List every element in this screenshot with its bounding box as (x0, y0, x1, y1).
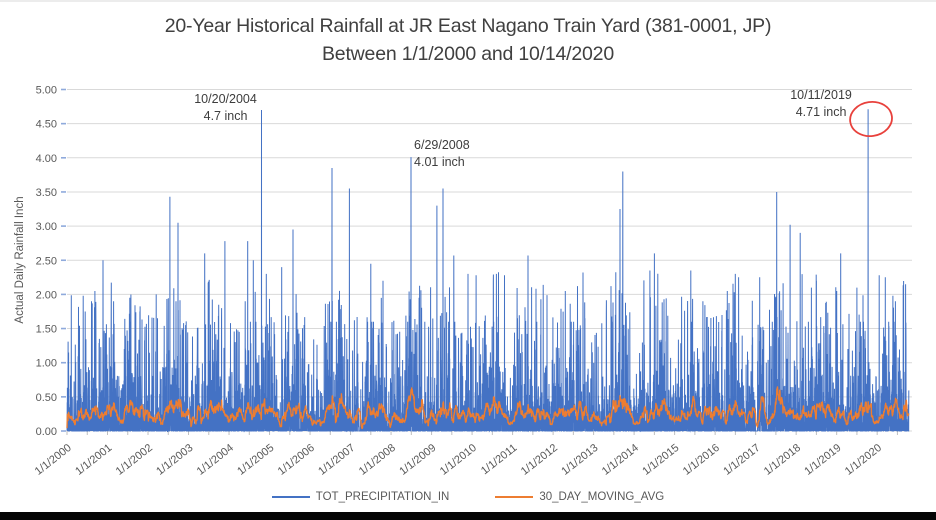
annotation-value: 4.7 inch (204, 109, 248, 123)
y-tick-label: 1.50 (36, 324, 57, 336)
x-tick-label[interactable]: 1/1/2018 (762, 442, 803, 478)
legend-line-sample-blue (271, 496, 310, 498)
x-tick-label[interactable]: 1/1/2009 (397, 442, 438, 478)
y-tick-label: 1.00 (36, 358, 57, 370)
y-tick-label: 0.50 (36, 392, 57, 404)
x-tick-label[interactable]: 1/1/2002 (114, 442, 155, 478)
y-tick-label: 2.00 (36, 289, 57, 301)
legend-item-moving-avg[interactable]: 30_DAY_MOVING_AVG (495, 491, 664, 503)
y-tick-label: 5.00 (36, 85, 57, 97)
x-tick-label[interactable]: 1/1/2016 (681, 442, 722, 478)
y-tick-label: 2.50 (36, 255, 57, 267)
x-tick-label[interactable]: 1/1/2007 (316, 442, 357, 478)
legend-label-moving-avg: 30_DAY_MOVING_AVG (539, 491, 665, 503)
x-tick-label[interactable]: 1/1/2003 (154, 442, 195, 478)
x-tick-label[interactable]: 1/1/2006 (276, 442, 317, 478)
x-tick-label[interactable]: 1/1/2019 (802, 442, 843, 478)
y-tick-label: 3.50 (36, 187, 57, 199)
series-30day-moving-avg[interactable] (66, 386, 910, 430)
x-tick-label[interactable]: 1/1/2001 (73, 442, 114, 478)
legend-item-tot-precipitation[interactable]: TOT_PRECIPITATION_IN (271, 491, 450, 503)
x-tick-label[interactable]: 1/1/2000 (33, 442, 74, 478)
chart-subtitle: Between 1/1/2000 and 10/14/2020 (322, 43, 614, 65)
y-tick-label: 4.00 (36, 153, 57, 165)
x-tick-label[interactable]: 1/1/2010 (438, 442, 479, 478)
x-tick-label[interactable]: 1/1/2017 (721, 442, 762, 478)
x-tick-label[interactable]: 1/1/2020 (843, 442, 884, 478)
legend-label-tot-precipitation: TOT_PRECIPITATION_IN (315, 491, 450, 503)
chart-title: 20-Year Historical Rainfall at JR East N… (164, 15, 772, 37)
y-tick-label: 3.00 (36, 221, 57, 233)
annotation-date: 10/11/2019 (790, 88, 852, 102)
y-tick-label: 0.00 (36, 426, 57, 438)
annotation-value: 4.71 inch (796, 105, 847, 119)
highlight-ellipse (849, 101, 893, 137)
x-tick-label[interactable]: 1/1/2008 (357, 442, 398, 478)
y-axis-labels: 5.00 4.50 4.00 3.50 3.00 2.50 2.00 1.50 1.00 0.50… (36, 85, 57, 439)
data-series[interactable] (66, 109, 910, 433)
x-tick-label[interactable]: 1/1/2012 (519, 442, 560, 478)
legend-line-sample-orange (495, 496, 534, 498)
y-axis-title: Actual Daily Rainfall Inch (14, 196, 26, 323)
chart-legend: TOT_PRECIPITATION_IN 30_DAY_MOVING_AVG (0, 491, 936, 503)
y-tick-label: 4.50 (36, 119, 57, 131)
x-tick-label[interactable]: 1/1/2013 (559, 442, 600, 478)
annotation-value: 4.01 inch (414, 155, 465, 169)
annotations: 10/20/2004 4.7 inch 6/29/2008 4.01 inch 10/1… (194, 88, 893, 169)
series-tot-precipitation[interactable] (66, 109, 910, 433)
x-tick-label[interactable]: 1/1/2014 (600, 442, 641, 478)
window-bottom-edge (0, 512, 936, 520)
x-axis-labels: 1/1/2000 1/1/2001 1/1/2002 1/1/2003 1/1/2004… (33, 442, 884, 478)
y-axis-ticks (61, 88, 66, 432)
x-tick-label[interactable]: 1/1/2011 (479, 442, 519, 477)
x-tick-label[interactable]: 1/1/2015 (640, 442, 681, 478)
annotation-date: 10/20/2004 (194, 92, 257, 106)
annotation-date: 6/29/2008 (414, 138, 470, 152)
x-axis-ticks (66, 431, 898, 435)
x-tick-label[interactable]: 1/1/2005 (235, 442, 276, 478)
x-tick-label[interactable]: 1/1/2004 (195, 442, 236, 478)
plot-area[interactable] (67, 89, 912, 431)
